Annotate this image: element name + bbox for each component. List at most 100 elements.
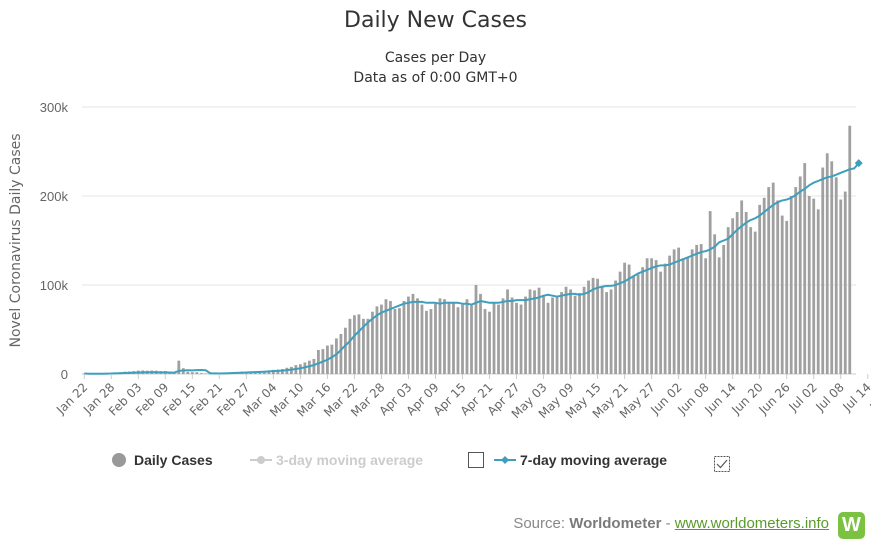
legend-7day-marker <box>494 456 516 464</box>
y-tick-label: 300k <box>40 100 69 115</box>
bar <box>312 358 316 374</box>
bar <box>344 327 347 374</box>
bar <box>443 299 446 374</box>
bar <box>825 153 829 374</box>
bar <box>447 302 451 374</box>
bar <box>740 200 744 374</box>
bar <box>402 301 406 374</box>
bar <box>555 295 559 374</box>
legend-3day-label: 3-day moving average <box>276 452 424 468</box>
x-tick-label: Jul 02 <box>786 380 820 414</box>
bar <box>528 289 532 374</box>
bar <box>591 277 595 374</box>
bar <box>785 220 789 374</box>
bar <box>776 200 780 374</box>
bar <box>722 244 726 374</box>
bar <box>753 231 757 374</box>
bar <box>479 293 482 374</box>
bar <box>177 360 181 374</box>
legend-item-7day-average[interactable]: 7-day moving average <box>468 452 667 468</box>
bar <box>771 182 775 374</box>
bar <box>789 196 793 374</box>
bar <box>596 278 599 374</box>
bar <box>492 302 496 374</box>
bar <box>420 304 424 374</box>
x-tick-label: Jul 14 <box>840 380 871 414</box>
bar <box>839 199 843 374</box>
bar <box>308 360 311 374</box>
source-prefix: Source: <box>513 515 570 532</box>
chart-data-date: Data as of 0:00 GMT+0 <box>353 70 518 86</box>
bar <box>704 258 708 374</box>
bar <box>524 296 527 374</box>
series-line-7day-average <box>84 162 860 375</box>
bar <box>465 299 469 374</box>
source-link[interactable]: www.worldometers.info <box>674 515 829 532</box>
bar <box>573 295 577 374</box>
bar <box>659 271 663 374</box>
bar <box>699 244 703 374</box>
bar <box>483 309 487 374</box>
legend-7day-checkbox[interactable] <box>468 452 484 468</box>
bar <box>510 297 514 374</box>
bar <box>807 196 811 374</box>
bar <box>663 263 667 374</box>
bar <box>713 234 717 374</box>
bar <box>330 344 334 374</box>
bar <box>695 244 699 374</box>
checkbox-checked-icon[interactable] <box>714 456 730 472</box>
bar <box>717 257 721 374</box>
bar <box>690 249 694 374</box>
bar <box>411 293 415 374</box>
bar <box>569 289 572 374</box>
worldometer-logo-icon[interactable]: W <box>838 512 865 539</box>
bar <box>506 289 509 374</box>
legend-item-3day-average[interactable]: 3-day moving average <box>250 452 423 468</box>
bar <box>758 204 762 374</box>
bar <box>587 280 590 374</box>
bar <box>384 299 388 374</box>
bar <box>614 280 617 374</box>
bar <box>190 372 194 374</box>
y-axis-title: Novel Coronavirus Daily Cases <box>8 133 24 347</box>
bar <box>380 304 383 374</box>
legend-item-checkbox-checked[interactable] <box>714 456 730 472</box>
bar <box>204 373 208 374</box>
bar <box>618 271 622 374</box>
bar <box>195 372 199 374</box>
bar <box>749 227 753 374</box>
bar <box>371 311 374 374</box>
bar <box>542 295 545 374</box>
bar <box>803 163 807 374</box>
bar <box>497 304 500 374</box>
bar <box>366 318 370 374</box>
bar <box>474 285 478 374</box>
bar <box>551 297 554 374</box>
bar <box>641 267 645 374</box>
bar <box>636 274 640 374</box>
series-point-7day-last <box>854 159 863 168</box>
bar <box>762 197 766 374</box>
bar <box>848 125 852 374</box>
bar <box>654 260 658 374</box>
bar <box>186 371 190 374</box>
bar <box>816 209 820 374</box>
x-tick-label: Jul 08 <box>813 380 847 414</box>
chart-title: Daily New Cases <box>344 8 527 33</box>
bar <box>623 262 626 374</box>
bar <box>780 215 784 374</box>
bar <box>519 304 523 374</box>
bar <box>348 318 352 374</box>
y-tick-label: 200k <box>40 189 69 204</box>
bar <box>677 247 681 374</box>
bar <box>339 333 343 374</box>
bar <box>650 258 654 374</box>
bar <box>461 304 464 374</box>
legend-7day-label: 7-day moving average <box>520 452 668 468</box>
legend-item-daily-cases[interactable]: Daily Cases <box>112 452 213 468</box>
bar <box>533 290 536 374</box>
bar <box>735 212 739 374</box>
bar <box>794 187 798 374</box>
bar <box>537 287 541 374</box>
